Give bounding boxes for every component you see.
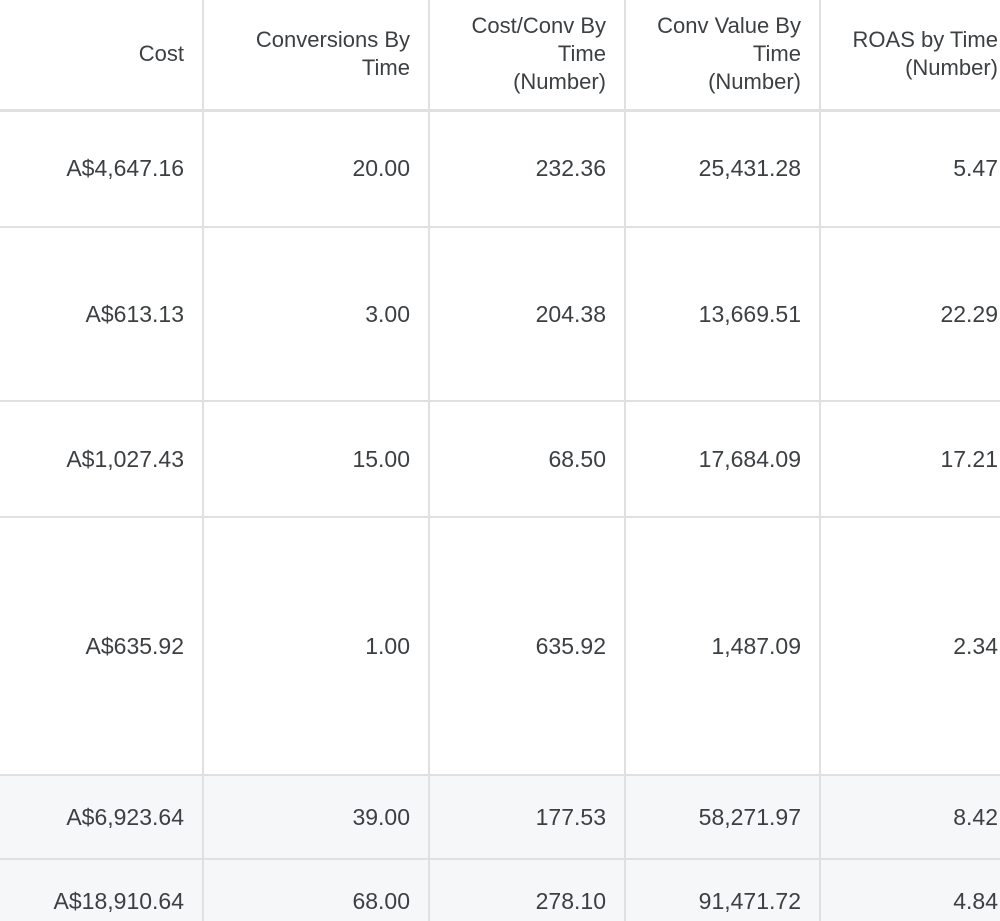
cell-cost: A$1,027.43 bbox=[0, 401, 204, 518]
total-row: A$6,923.64 39.00 177.53 58,271.97 8.42 bbox=[0, 775, 1000, 860]
cell-conv-value: 25,431.28 bbox=[625, 110, 821, 228]
cell-cost-per-conv: 68.50 bbox=[429, 401, 626, 518]
cell-conversions: 68.00 bbox=[203, 859, 430, 921]
cell-roas: 2.34 bbox=[820, 517, 1000, 776]
cell-roas: 17.21 bbox=[820, 401, 1000, 518]
cell-cost: A$6,923.64 bbox=[0, 775, 204, 860]
table-row: A$613.13 3.00 204.38 13,669.51 22.29 bbox=[0, 227, 1000, 402]
cell-conversions: 3.00 bbox=[203, 227, 430, 402]
cell-cost-per-conv: 635.92 bbox=[429, 517, 626, 776]
cell-roas: 5.47 bbox=[820, 110, 1000, 228]
column-header-conv-value[interactable]: Conv Value By Time (Number) bbox=[625, 0, 821, 112]
cell-conv-value: 58,271.97 bbox=[625, 775, 821, 860]
cell-conv-value: 91,471.72 bbox=[625, 859, 821, 921]
cell-conversions: 1.00 bbox=[203, 517, 430, 776]
cell-cost: A$613.13 bbox=[0, 227, 204, 402]
header-row: Cost Conversions By Time Cost/Conv By Ti… bbox=[0, 0, 1000, 112]
cell-cost: A$18,910.64 bbox=[0, 859, 204, 921]
cell-cost-per-conv: 204.38 bbox=[429, 227, 626, 402]
cell-roas: 4.84 bbox=[820, 859, 1000, 921]
table-row: A$4,647.16 20.00 232.36 25,431.28 5.47 bbox=[0, 110, 1000, 228]
cell-conversions: 39.00 bbox=[203, 775, 430, 860]
cell-conv-value: 13,669.51 bbox=[625, 227, 821, 402]
cell-cost-per-conv: 177.53 bbox=[429, 775, 626, 860]
cell-cost-per-conv: 278.10 bbox=[429, 859, 626, 921]
cell-conversions: 15.00 bbox=[203, 401, 430, 518]
cell-roas: 8.42 bbox=[820, 775, 1000, 860]
column-header-cost-per-conv[interactable]: Cost/Conv By Time (Number) bbox=[429, 0, 626, 112]
table-row: A$1,027.43 15.00 68.50 17,684.09 17.21 bbox=[0, 401, 1000, 518]
table-row: A$635.92 1.00 635.92 1,487.09 2.34 bbox=[0, 517, 1000, 776]
cell-cost: A$4,647.16 bbox=[0, 110, 204, 228]
cell-conv-value: 17,684.09 bbox=[625, 401, 821, 518]
column-header-cost[interactable]: Cost bbox=[0, 0, 204, 112]
column-header-conversions[interactable]: Conversions By Time bbox=[203, 0, 430, 112]
cell-cost: A$635.92 bbox=[0, 517, 204, 776]
total-row: A$18,910.64 68.00 278.10 91,471.72 4.84 bbox=[0, 859, 1000, 921]
cell-conv-value: 1,487.09 bbox=[625, 517, 821, 776]
column-header-roas[interactable]: ROAS by Time (Number) bbox=[820, 0, 1000, 112]
cell-roas: 22.29 bbox=[820, 227, 1000, 402]
cell-cost-per-conv: 232.36 bbox=[429, 110, 626, 228]
cell-conversions: 20.00 bbox=[203, 110, 430, 228]
